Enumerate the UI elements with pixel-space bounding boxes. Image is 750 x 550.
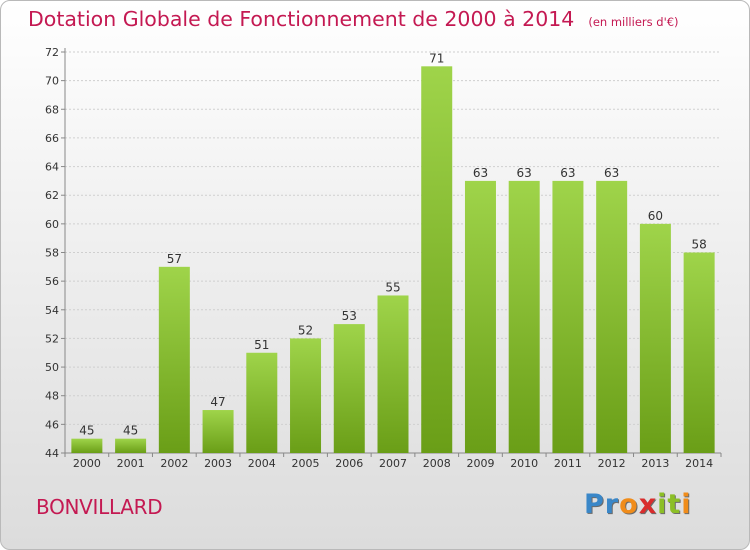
logo-letter: i bbox=[657, 489, 668, 520]
y-tick-label: 56 bbox=[45, 275, 59, 288]
bar bbox=[377, 295, 409, 453]
logo-letter: x bbox=[638, 489, 658, 520]
bar bbox=[115, 438, 147, 453]
chart-title: Dotation Globale de Fonctionnement de 20… bbox=[28, 7, 679, 31]
y-tick-label: 60 bbox=[45, 218, 59, 231]
data-labels: 45 45 57 47 51 52 53 55 71 63 63 63 63 60 58 bbox=[79, 51, 707, 437]
x-tick-label: 2010 bbox=[510, 457, 538, 470]
x-tick-label: 2008 bbox=[423, 457, 451, 470]
bar bbox=[158, 266, 190, 453]
data-label: 51 bbox=[254, 338, 269, 352]
logo-letter: r bbox=[604, 489, 620, 520]
bar bbox=[421, 66, 453, 454]
y-tick-label: 58 bbox=[45, 247, 59, 260]
y-tick-label: 54 bbox=[45, 304, 59, 317]
y-tick-label: 52 bbox=[45, 332, 59, 345]
commune-name: BONVILLARD bbox=[36, 495, 163, 519]
y-tick-label: 70 bbox=[45, 75, 59, 88]
bar bbox=[552, 180, 584, 453]
x-tick-label: 2005 bbox=[292, 457, 320, 470]
x-tick-label: 2013 bbox=[641, 457, 669, 470]
bar bbox=[683, 252, 715, 453]
data-label: 57 bbox=[167, 252, 182, 266]
x-tick-label: 2000 bbox=[73, 457, 101, 470]
bar bbox=[508, 180, 540, 453]
logo-letter: t bbox=[667, 489, 682, 520]
x-axis-ticks: 2000 2001 2002 2003 2004 2005 2006 2007 2008 2009… bbox=[64, 453, 722, 470]
x-tick-label: 2001 bbox=[117, 457, 145, 470]
data-label: 45 bbox=[123, 424, 138, 438]
x-tick-label: 2007 bbox=[379, 457, 407, 470]
bar bbox=[333, 324, 365, 453]
logo-letter: P bbox=[584, 489, 605, 520]
data-label: 53 bbox=[342, 309, 357, 323]
data-label: 47 bbox=[210, 395, 225, 409]
bar bbox=[639, 223, 671, 453]
logo-letter: o bbox=[619, 489, 639, 520]
data-label: 63 bbox=[560, 166, 575, 180]
data-label: 63 bbox=[604, 166, 619, 180]
data-label: 63 bbox=[473, 166, 488, 180]
bar bbox=[202, 410, 234, 453]
data-label: 63 bbox=[517, 166, 532, 180]
y-tick-label: 68 bbox=[45, 103, 59, 116]
bar bbox=[464, 180, 496, 453]
y-tick-label: 48 bbox=[45, 390, 59, 403]
y-tick-label: 66 bbox=[45, 132, 59, 145]
data-label: 58 bbox=[691, 238, 706, 252]
bar bbox=[596, 180, 628, 453]
logo-letter: i bbox=[681, 489, 692, 520]
x-tick-label: 2006 bbox=[335, 457, 363, 470]
y-tick-label: 44 bbox=[45, 447, 59, 460]
bar bbox=[246, 352, 278, 453]
bar bbox=[71, 438, 103, 453]
y-axis-ticks: 44 46 48 50 52 54 56 58 60 62 64 66 68 70 72 bbox=[45, 46, 65, 460]
x-tick-label: 2002 bbox=[160, 457, 188, 470]
data-label: 71 bbox=[429, 51, 444, 65]
y-tick-label: 62 bbox=[45, 189, 59, 202]
bar bbox=[290, 338, 322, 453]
y-tick-label: 50 bbox=[45, 361, 59, 374]
data-label: 52 bbox=[298, 323, 313, 337]
x-tick-label: 2014 bbox=[685, 457, 713, 470]
y-tick-label: 46 bbox=[45, 418, 59, 431]
x-tick-label: 2011 bbox=[554, 457, 582, 470]
x-tick-label: 2012 bbox=[598, 457, 626, 470]
data-label: 60 bbox=[648, 209, 663, 223]
y-tick-label: 72 bbox=[45, 46, 59, 59]
chart-subtitle: (en milliers d'€) bbox=[588, 15, 679, 29]
bars bbox=[71, 66, 715, 454]
x-tick-label: 2009 bbox=[466, 457, 494, 470]
proxiti-logo: Proxiti bbox=[584, 489, 692, 520]
chart-title-text: Dotation Globale de Fonctionnement de 20… bbox=[28, 7, 575, 31]
x-tick-label: 2004 bbox=[248, 457, 276, 470]
data-label: 55 bbox=[385, 280, 400, 294]
data-label: 45 bbox=[79, 424, 94, 438]
y-tick-label: 64 bbox=[45, 161, 59, 174]
x-tick-label: 2003 bbox=[204, 457, 232, 470]
